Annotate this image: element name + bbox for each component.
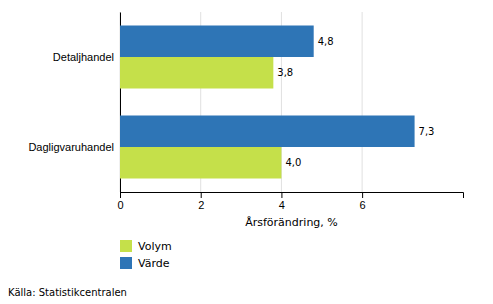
legend-item: Volym	[120, 240, 172, 253]
y-tick: Dagligvaruhandel	[28, 141, 120, 153]
x-tick-mark	[362, 192, 363, 198]
chart: 0 2 4 6 Dagligvaruhandel Detaljhandel Årsförän…	[0, 0, 493, 304]
x-axis: 0 2 4 6	[117, 192, 463, 211]
y-tick: Detaljhandel	[53, 51, 120, 63]
y-tick-label: Detaljhandel	[53, 51, 114, 63]
legend-label: Värde	[138, 257, 170, 270]
grid	[120, 12, 362, 192]
x-tick-mark	[281, 192, 282, 198]
data-labels: 4,0 3,8 7,3 4,8	[277, 36, 434, 169]
data-label: 4,8	[318, 36, 334, 47]
legend-swatch	[120, 240, 132, 252]
series	[120, 26, 415, 148]
x-tick: 6	[360, 192, 366, 211]
y-axis: Dagligvaruhandel Detaljhandel	[28, 13, 120, 193]
bar	[120, 116, 415, 148]
legend-item: Värde	[120, 257, 170, 270]
grid-line	[362, 12, 363, 192]
x-tick: 2	[198, 192, 204, 211]
x-tick-label: 6	[360, 199, 366, 211]
bar	[120, 57, 273, 89]
legend: Volym Värde	[120, 240, 172, 270]
legend-label: Volym	[138, 240, 172, 253]
plot-area: 0 2 4 6 Dagligvaruhandel Detaljhandel Årsförän…	[28, 12, 463, 270]
x-tick: 0	[117, 192, 123, 211]
source-note: Källa: Statistikcentralen	[8, 287, 127, 298]
x-tick-mark	[120, 192, 121, 198]
bar	[120, 26, 314, 58]
x-axis-line	[121, 193, 464, 199]
bars	[120, 26, 415, 179]
data-label: 4,0	[285, 157, 301, 168]
x-tick-label: 4	[279, 199, 285, 211]
x-tick: 4	[279, 192, 285, 211]
bar	[120, 147, 281, 179]
y-tick-label: Dagligvaruhandel	[28, 141, 114, 153]
x-axis-title: Årsförändring, %	[245, 216, 338, 229]
x-tick-label: 2	[198, 199, 204, 211]
x-tick-label: 0	[117, 199, 123, 211]
legend-swatch	[120, 257, 132, 269]
data-label: 3,8	[277, 67, 293, 78]
x-tick-mark	[201, 192, 202, 198]
data-label: 7,3	[419, 126, 435, 137]
